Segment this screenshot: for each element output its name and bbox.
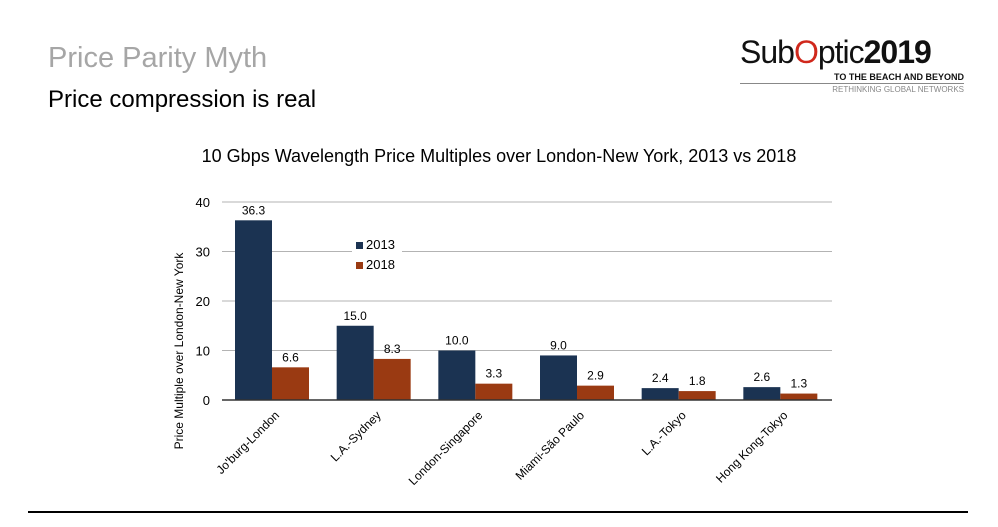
bar-2018 — [577, 385, 614, 400]
legend-label: 2018 — [366, 257, 395, 272]
y-tick-label: 10 — [196, 344, 210, 359]
logo-text: ptic — [817, 34, 865, 70]
divider — [28, 511, 968, 513]
bar-2018 — [373, 358, 411, 400]
bar-2013 — [235, 220, 272, 400]
slide-subtitle: Price compression is real — [48, 86, 317, 113]
bar-2013 — [743, 387, 781, 400]
data-label: 36.3 — [242, 203, 266, 217]
data-label: 15.0 — [343, 309, 367, 323]
data-label: 6.6 — [282, 350, 299, 364]
y-tick-label: 20 — [196, 294, 210, 309]
x-tick-label: L.A.-Sydney — [328, 408, 384, 464]
x-tick-label: Jo'burg-London — [214, 408, 283, 477]
legend-bg — [352, 236, 402, 254]
data-label: 1.3 — [790, 377, 807, 391]
x-tick-label: London-Singapore — [406, 408, 486, 488]
x-tick-label: L.A.-Tokyo — [639, 408, 689, 458]
data-label: 1.8 — [689, 374, 706, 388]
bar-2013 — [540, 355, 577, 400]
data-label: 2.9 — [587, 369, 604, 383]
logo-tagline: TO THE BEACH AND BEYOND — [833, 72, 964, 82]
logo-rule — [740, 83, 964, 84]
bar-2018 — [780, 393, 818, 400]
data-label: 2.4 — [652, 371, 669, 385]
data-label: 10.0 — [445, 334, 469, 348]
data-label: 2.6 — [753, 370, 770, 384]
y-tick-label: 30 — [196, 245, 210, 260]
bar-2018 — [475, 383, 513, 400]
bar-2013 — [641, 388, 679, 400]
legend-label: 2013 — [366, 237, 395, 252]
legend-swatch-2013 — [356, 242, 363, 249]
logo-o: O — [793, 34, 819, 70]
logo-text: Sub — [740, 34, 795, 70]
suboptic-logo: SubOptic2019 TO THE BEACH AND BEYOND RET… — [740, 34, 972, 98]
legend-bg — [352, 256, 402, 274]
bar-2013 — [438, 350, 476, 400]
logo-year: 2019 — [863, 34, 932, 70]
bar-2018 — [678, 391, 716, 400]
y-tick-label: 40 — [196, 195, 210, 210]
logo-tagline2: RETHINKING GLOBAL NETWORKS — [832, 85, 964, 94]
x-tick-label: Miami-São Paulo — [513, 408, 588, 483]
x-tick-label: Hong Kong-Tokyo — [713, 408, 791, 486]
data-label: 3.3 — [485, 367, 502, 381]
chart-title: 10 Gbps Wavelength Price Multiples over … — [201, 146, 797, 166]
data-label: 9.0 — [550, 338, 567, 352]
bar-2013 — [336, 325, 374, 400]
slide-title: Price Parity Myth — [48, 42, 268, 74]
y-axis-label: Price Multiple over London-New York — [172, 252, 186, 450]
legend-swatch-2018 — [356, 262, 363, 269]
y-tick-label: 0 — [203, 393, 210, 408]
data-label: 8.3 — [384, 342, 401, 356]
bar-2018 — [272, 367, 309, 400]
